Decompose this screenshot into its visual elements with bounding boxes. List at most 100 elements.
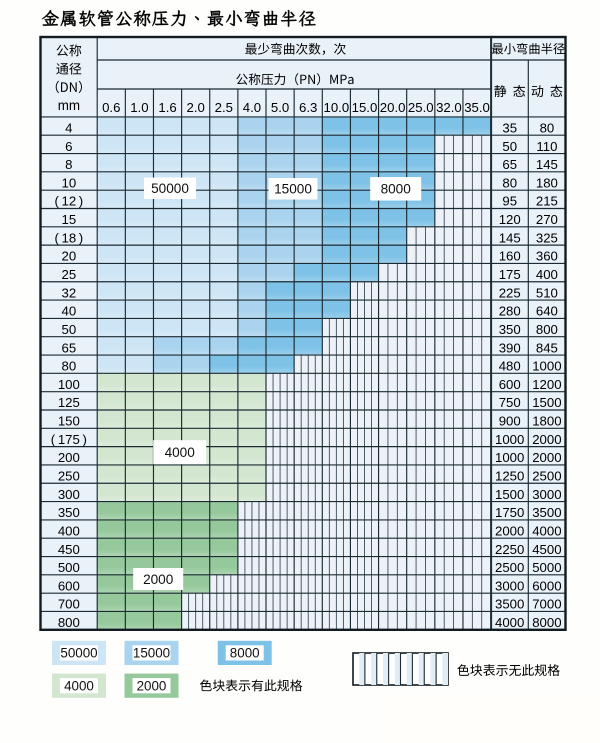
- svg-text:510: 510: [536, 285, 558, 300]
- svg-text:50000: 50000: [151, 181, 189, 196]
- svg-text:2000: 2000: [532, 450, 561, 465]
- svg-text:270: 270: [536, 212, 558, 227]
- svg-text:1.0: 1.0: [130, 100, 148, 115]
- svg-text:25.0: 25.0: [408, 100, 434, 115]
- svg-text:mm: mm: [58, 98, 80, 113]
- svg-text:300: 300: [58, 487, 80, 502]
- svg-text:4000: 4000: [165, 445, 196, 460]
- svg-text:25: 25: [62, 267, 77, 282]
- svg-text:215: 215: [536, 194, 558, 209]
- svg-text:10.0: 10.0: [324, 100, 350, 115]
- svg-text:2250: 2250: [495, 542, 524, 557]
- svg-text:1200: 1200: [532, 377, 561, 392]
- svg-text:6000: 6000: [532, 578, 561, 593]
- svg-text:50: 50: [502, 139, 517, 154]
- svg-text:175: 175: [499, 267, 521, 282]
- svg-text:480: 480: [499, 359, 521, 374]
- svg-text:( 12 ): ( 12 ): [54, 194, 83, 209]
- svg-text:450: 450: [58, 542, 80, 557]
- svg-text:2000: 2000: [495, 523, 524, 538]
- svg-text:95: 95: [502, 194, 517, 209]
- svg-text:2000: 2000: [143, 572, 174, 587]
- svg-text:400: 400: [536, 267, 558, 282]
- svg-text:1500: 1500: [532, 395, 561, 410]
- svg-text:1750: 1750: [495, 505, 524, 520]
- svg-text:3000: 3000: [495, 578, 524, 593]
- svg-text:145: 145: [536, 157, 558, 172]
- svg-text:3500: 3500: [495, 597, 524, 612]
- svg-text:40: 40: [62, 304, 77, 319]
- svg-text:325: 325: [536, 230, 558, 245]
- svg-text:600: 600: [58, 578, 80, 593]
- svg-text:8000: 8000: [230, 646, 260, 661]
- svg-text:80: 80: [62, 359, 77, 374]
- svg-text:65: 65: [62, 340, 77, 355]
- svg-text:120: 120: [499, 212, 521, 227]
- svg-text:8000: 8000: [532, 615, 561, 630]
- svg-text:1500: 1500: [495, 487, 524, 502]
- svg-text:10: 10: [62, 175, 77, 190]
- svg-text:2000: 2000: [532, 432, 561, 447]
- svg-text:700: 700: [58, 597, 80, 612]
- svg-text:6: 6: [65, 139, 72, 154]
- svg-text:50000: 50000: [60, 646, 97, 661]
- svg-text:15: 15: [62, 212, 77, 227]
- svg-text:80: 80: [502, 175, 517, 190]
- svg-text:600: 600: [499, 377, 521, 392]
- svg-text:280: 280: [499, 304, 521, 319]
- svg-text:2000: 2000: [137, 679, 167, 694]
- svg-text:1000: 1000: [495, 432, 524, 447]
- svg-text:3500: 3500: [532, 505, 561, 520]
- svg-text:8000: 8000: [381, 182, 412, 197]
- svg-text:15000: 15000: [133, 646, 170, 661]
- svg-text:4.0: 4.0: [243, 100, 261, 115]
- svg-text:20.0: 20.0: [380, 100, 406, 115]
- svg-text:5000: 5000: [532, 560, 561, 575]
- svg-text:180: 180: [536, 175, 558, 190]
- svg-text:( 18 ): ( 18 ): [54, 230, 83, 245]
- svg-text:900: 900: [499, 414, 521, 429]
- svg-text:5.0: 5.0: [271, 100, 289, 115]
- svg-text:3000: 3000: [532, 487, 561, 502]
- svg-text:( 175 ): ( 175 ): [51, 432, 87, 447]
- svg-text:4000: 4000: [532, 523, 561, 538]
- svg-text:0.6: 0.6: [102, 100, 120, 115]
- svg-text:35.0: 35.0: [464, 100, 490, 115]
- svg-text:50: 50: [62, 322, 77, 337]
- svg-text:800: 800: [536, 322, 558, 337]
- svg-text:20: 20: [62, 249, 77, 264]
- svg-text:4: 4: [65, 120, 72, 135]
- svg-text:400: 400: [58, 523, 80, 538]
- svg-text:640: 640: [536, 304, 558, 319]
- svg-text:1800: 1800: [532, 414, 561, 429]
- svg-text:1000: 1000: [495, 450, 524, 465]
- svg-text:800: 800: [58, 615, 80, 630]
- svg-text:125: 125: [58, 395, 80, 410]
- svg-text:1250: 1250: [495, 469, 524, 484]
- svg-text:32.0: 32.0: [436, 100, 462, 115]
- svg-text:4000: 4000: [495, 615, 524, 630]
- svg-text:360: 360: [536, 249, 558, 264]
- svg-text:110: 110: [536, 139, 557, 154]
- svg-text:160: 160: [499, 249, 521, 264]
- svg-text:4000: 4000: [64, 679, 94, 694]
- svg-text:7000: 7000: [532, 597, 561, 612]
- svg-text:150: 150: [58, 414, 80, 429]
- svg-text:4500: 4500: [532, 542, 561, 557]
- svg-text:2500: 2500: [495, 560, 524, 575]
- svg-text:500: 500: [58, 560, 80, 575]
- svg-text:200: 200: [58, 450, 80, 465]
- svg-text:2.5: 2.5: [215, 100, 233, 115]
- svg-text:750: 750: [499, 395, 521, 410]
- svg-text:80: 80: [540, 120, 555, 135]
- svg-text:65: 65: [502, 157, 517, 172]
- svg-text:1000: 1000: [532, 359, 561, 374]
- svg-text:6.3: 6.3: [299, 100, 317, 115]
- svg-text:350: 350: [499, 322, 521, 337]
- svg-text:350: 350: [58, 505, 80, 520]
- svg-text:845: 845: [536, 340, 558, 355]
- svg-text:15.0: 15.0: [352, 100, 378, 115]
- svg-text:390: 390: [499, 340, 521, 355]
- svg-text:8: 8: [65, 157, 72, 172]
- svg-text:32: 32: [62, 285, 77, 300]
